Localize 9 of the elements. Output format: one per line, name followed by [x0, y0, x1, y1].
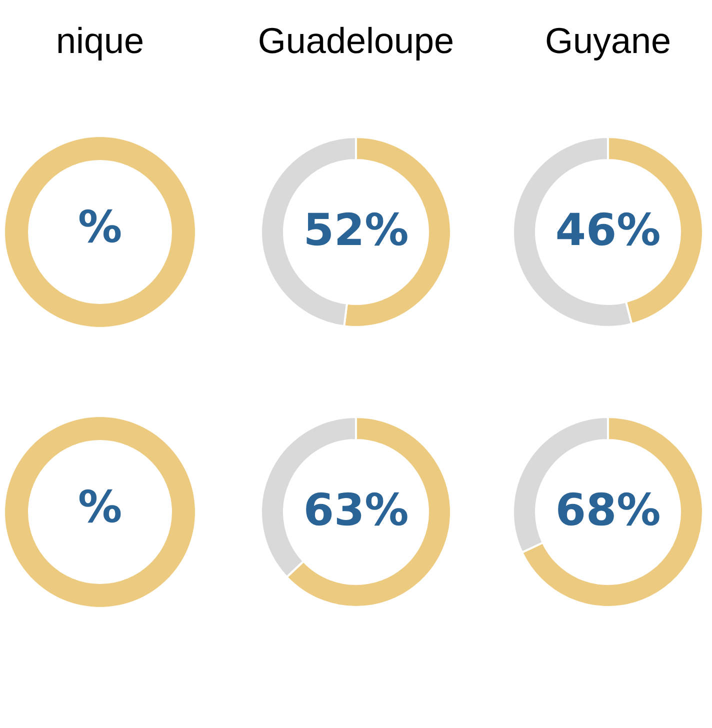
chart-title: Guadeloupe [256, 20, 456, 62]
data-label: 46% [555, 205, 661, 256]
text: % [76, 202, 124, 253]
data-label: 68% [555, 485, 661, 536]
text: % [76, 482, 124, 533]
data-label: 52% [303, 205, 409, 256]
text: nique [54, 20, 146, 62]
data-label: 63% [303, 485, 409, 536]
chart-title: Guyane [544, 20, 672, 62]
